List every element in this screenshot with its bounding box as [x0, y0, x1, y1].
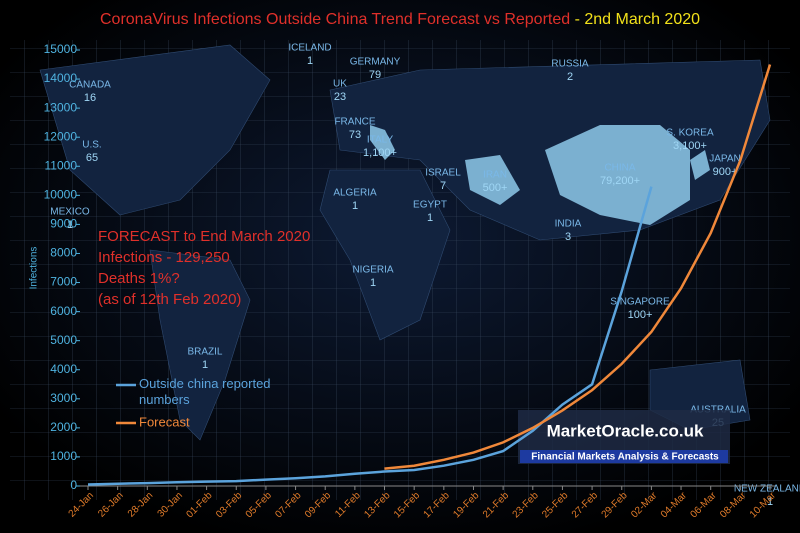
- country-name: MEXICO: [50, 207, 90, 218]
- country-count: 1: [427, 212, 433, 224]
- country-name: NIGERIA: [352, 265, 393, 276]
- country-name: UK: [333, 79, 347, 90]
- country-name: ALGERIA: [333, 188, 377, 199]
- title-main: CoronaVirus Infections Outside China Tre…: [100, 11, 570, 28]
- annotation-line: (as of 12th Feb 2020): [98, 291, 241, 308]
- country-count: 79: [369, 69, 381, 81]
- watermark-site: MarketOracle.co.uk: [547, 421, 704, 440]
- y-tick-label: 1000: [50, 449, 77, 463]
- legend-label-line: Outside china reported: [139, 376, 271, 391]
- country-count: 100+: [628, 309, 653, 321]
- country-count: 23: [334, 91, 346, 103]
- country-name: RUSSIA: [551, 59, 589, 70]
- country-count: 900+: [713, 166, 738, 178]
- country-count: 2: [567, 71, 573, 83]
- country-name: CHINA: [604, 163, 635, 174]
- series-line: [384, 64, 772, 470]
- country-count: 1: [202, 359, 208, 371]
- country-count: 7: [440, 180, 446, 192]
- y-tick-label: 2000: [50, 420, 77, 434]
- country-name: FRANCE: [334, 117, 375, 128]
- y-axis-label: Infections: [29, 247, 40, 290]
- annotation-line: Infections - 129,250: [98, 249, 230, 266]
- country-count: 1: [370, 277, 376, 289]
- country-count: 16: [84, 92, 96, 104]
- country-count: 1: [767, 496, 773, 508]
- country-count: 1: [307, 55, 313, 67]
- country-name: INDIA: [555, 219, 582, 230]
- y-tick-label: 6000: [50, 304, 77, 318]
- country-count: 79,200+: [600, 175, 640, 187]
- y-tick-label: 7000: [50, 275, 77, 289]
- y-tick-label: 3000: [50, 391, 77, 405]
- watermark-tagline: Financial Markets Analysis & Forecasts: [531, 452, 719, 463]
- highlighted-countries: [370, 125, 710, 225]
- country-name: U.S.: [82, 140, 101, 151]
- y-tick-label: 8000: [50, 246, 77, 260]
- country-count: 3,100+: [673, 140, 707, 152]
- annotation-line: FORECAST to End March 2020: [98, 228, 310, 245]
- country-name: EGYPT: [413, 200, 447, 211]
- y-tick-label: 10000: [44, 188, 78, 202]
- legend-label: Outside china reported numbers: [139, 376, 271, 407]
- y-tick-label: 11000: [45, 158, 78, 172]
- legend-label: Forecast: [139, 414, 190, 429]
- y-tick-label: 14000: [44, 71, 78, 85]
- y-tick-label: 0: [70, 478, 77, 492]
- country-name: SINGAPORE: [610, 297, 670, 308]
- y-tick-label: 9000: [50, 217, 77, 231]
- country-name: IRAN: [483, 170, 507, 181]
- country-count: 500+: [483, 182, 508, 194]
- country-name: GERMANY: [350, 57, 401, 68]
- country-count: 1,100+: [363, 147, 397, 159]
- country-count: 73: [349, 129, 361, 141]
- forecast-annotation: FORECAST to End March 2020 Infections - 1…: [98, 228, 310, 308]
- title-date: - 2nd March 2020: [575, 11, 701, 28]
- y-tick-label: 4000: [50, 362, 77, 376]
- country-name: JAPAN: [709, 154, 741, 165]
- y-tick-label: 5000: [50, 333, 77, 347]
- legend-label-line: numbers: [139, 392, 190, 407]
- watermark-band: [520, 450, 728, 463]
- series-line: [87, 186, 653, 486]
- country-name: ITALY: [367, 135, 394, 146]
- country-count: 1: [352, 200, 358, 212]
- country-name: ICELAND: [288, 43, 331, 54]
- country-name: S. KOREA: [666, 128, 714, 139]
- country-count: 1: [67, 219, 73, 231]
- chart-title: CoronaVirus Infections Outside China Tre…: [100, 11, 700, 28]
- annotation-line: Deaths 1%?: [98, 270, 180, 287]
- country-count: 3: [565, 231, 571, 243]
- y-tick-label: 12000: [44, 129, 78, 143]
- y-tick-label: 15000: [44, 42, 78, 56]
- country-name: BRAZIL: [187, 347, 222, 358]
- country-count: 65: [86, 152, 98, 164]
- country-name: CANADA: [69, 80, 111, 91]
- y-tick-label: 13000: [44, 100, 78, 114]
- country-name: NEW ZEALAND: [734, 484, 800, 495]
- country-name: ISRAEL: [425, 168, 461, 179]
